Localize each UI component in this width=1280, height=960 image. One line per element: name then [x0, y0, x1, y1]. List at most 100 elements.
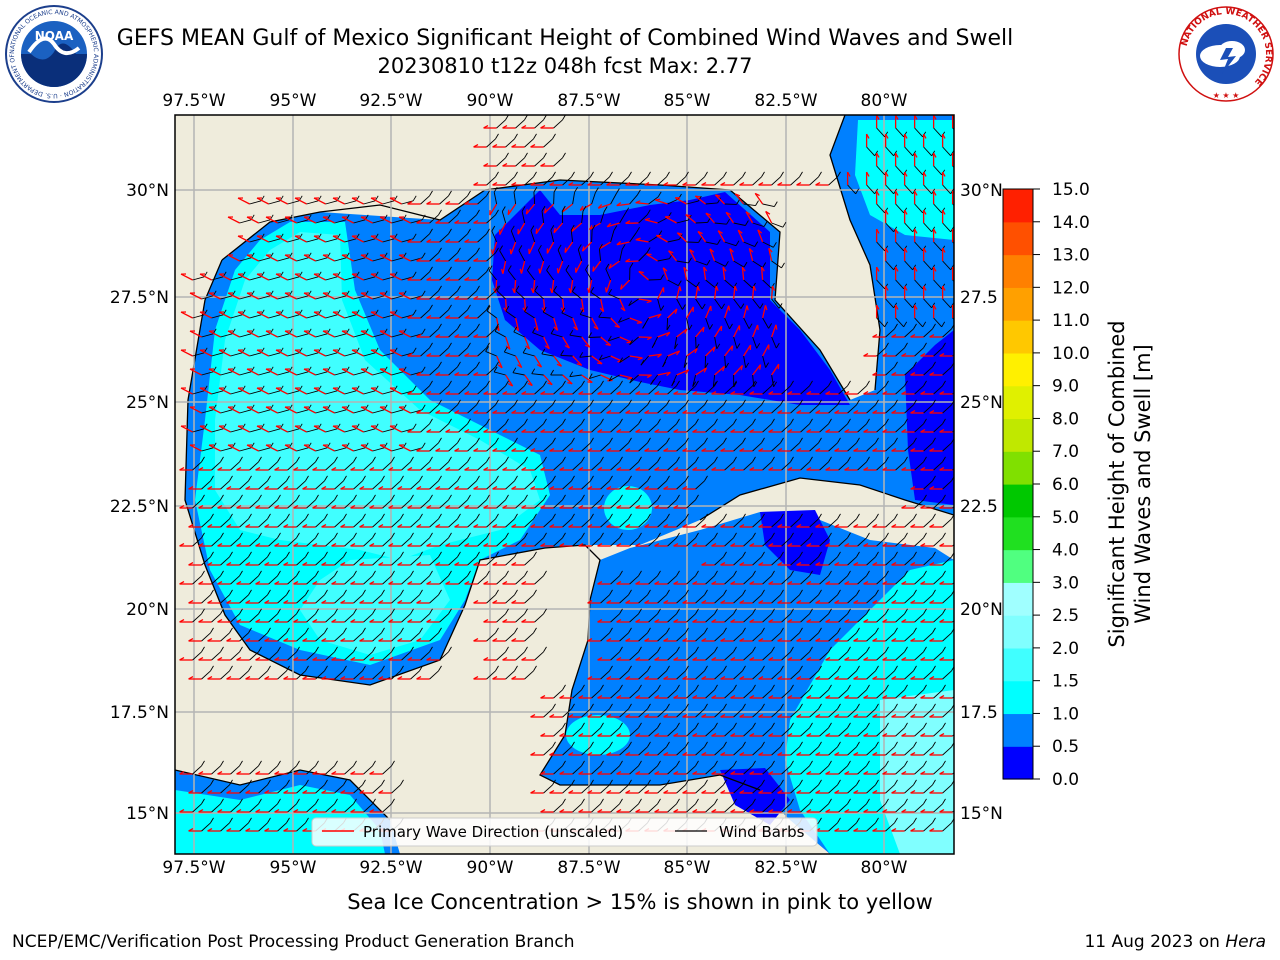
wind-barb [315, 556, 325, 566]
wave-direction-arrowhead [188, 676, 194, 680]
wind-barb-flag [571, 741, 575, 748]
wind-barb [220, 295, 233, 300]
wave-direction-arrow [745, 211, 754, 224]
wind-barb [268, 537, 278, 547]
wave-direction-arrowhead [929, 828, 935, 832]
wind-barb [762, 727, 772, 737]
wave-direction-arrowhead [730, 695, 736, 699]
wave-direction-arrow [265, 292, 278, 300]
wave-direction-arrowhead [509, 249, 512, 255]
wave-direction-arrow [256, 235, 269, 243]
wind-barb-flag [324, 627, 328, 634]
wind-barb [724, 385, 734, 395]
wind-barb-flag [726, 218, 730, 225]
wind-barb-flag [533, 186, 538, 193]
wind-barb [553, 803, 563, 813]
wave-direction-arrowhead [753, 285, 757, 291]
wind-barb-flag [229, 779, 233, 786]
wind-barb-flag [561, 205, 566, 212]
wind-barb [600, 518, 610, 528]
wind-barb-flag [609, 437, 613, 444]
wave-direction-arrowhead [682, 410, 688, 414]
wave-direction-arrow [648, 353, 662, 357]
wave-direction-arrowhead [768, 771, 774, 775]
wind-barb-flag [951, 475, 954, 482]
wind-barb-flag [638, 722, 642, 729]
wave-direction-arrow [705, 346, 716, 357]
wind-barb [486, 310, 497, 319]
wave-direction-arrowhead [283, 676, 289, 680]
wind-barb [287, 461, 297, 471]
wind-barb [695, 298, 703, 310]
wave-direction-arrowhead [507, 383, 513, 387]
wind-barb [572, 291, 582, 300]
wind-barb [914, 803, 924, 813]
wind-barb-flag [220, 456, 224, 463]
wind-barb [714, 708, 724, 718]
wave-direction-arrow [256, 273, 269, 281]
wave-direction-arrow [180, 273, 193, 281]
wind-barb [608, 293, 620, 300]
wind-barb [553, 423, 563, 433]
wave-direction-arrowhead [644, 638, 650, 642]
wind-barb [600, 670, 610, 680]
wind-barb-flag [495, 209, 499, 216]
wave-direction-arrowhead [359, 600, 365, 604]
wind-barb-flag [723, 589, 727, 596]
wind-barb-flag [412, 271, 417, 278]
wave-direction-arrowhead [853, 448, 859, 452]
wind-barb [714, 298, 722, 310]
wind-barb [790, 746, 800, 756]
wave-direction-arrowhead [606, 790, 612, 794]
wave-direction-arrowhead [777, 752, 783, 756]
wave-direction-arrowhead [787, 429, 793, 433]
lon-label-top: 87.5°W [557, 91, 620, 111]
wind-barb-flag [286, 665, 290, 672]
wind-barb-flag [524, 306, 528, 312]
wave-direction-arrow [561, 203, 574, 213]
wind-barb [809, 176, 819, 186]
wave-direction-arrowhead [635, 391, 641, 395]
wind-barb [334, 371, 347, 376]
wind-barb-flag [588, 332, 592, 338]
wave-direction-arrowhead [806, 581, 812, 585]
wind-barb-flag [419, 627, 423, 634]
wave-direction-arrowhead [454, 372, 460, 376]
wave-direction-arrowhead [407, 467, 413, 471]
wind-barb [847, 708, 857, 718]
wave-direction-arrowhead [891, 790, 897, 794]
wind-barb-flag [277, 494, 281, 501]
wave-direction-arrow [199, 387, 212, 395]
wind-barb-flag [538, 244, 542, 251]
wind-barb [638, 632, 648, 642]
wave-direction-arrowhead [207, 486, 213, 490]
wind-barb-flag [695, 380, 699, 387]
wave-direction-arrowhead [483, 581, 489, 585]
wave-direction-arrow [553, 317, 559, 331]
wave-direction-arrowhead [673, 771, 679, 775]
wind-barb-flag [486, 266, 490, 273]
wind-barb-flag [685, 171, 689, 178]
wave-direction-arrowhead [895, 228, 899, 234]
wave-direction-arrowhead [540, 695, 546, 699]
wave-direction-arrow [227, 406, 240, 414]
wind-barb [610, 765, 620, 775]
wave-direction-arrowhead [597, 204, 603, 209]
wave-direction-arrowhead [666, 331, 671, 337]
wind-barb [914, 461, 924, 471]
wind-barb [610, 230, 615, 243]
wind-barb-flag [752, 608, 756, 615]
wind-barb [429, 556, 439, 566]
wind-barb-flag [942, 532, 946, 539]
wind-barb [344, 765, 354, 775]
wind-barb-flag [543, 532, 547, 539]
wind-barb [512, 372, 525, 376]
wind-barb-flag [771, 608, 775, 615]
wave-direction-arrowhead [359, 676, 365, 680]
wind-barb [296, 518, 306, 528]
wave-direction-arrowhead [517, 364, 523, 369]
wind-barb [572, 765, 582, 775]
wind-barb [714, 632, 724, 642]
wind-barb-flag [391, 798, 395, 805]
wave-direction-arrow [571, 222, 583, 232]
